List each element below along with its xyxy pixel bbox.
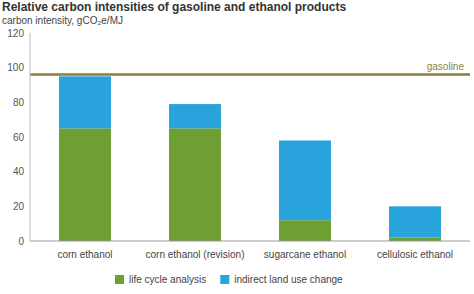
y-tick-label: 0 <box>18 236 24 247</box>
x-tick-label: corn ethanol <box>57 249 112 260</box>
y-tick-label: 100 <box>7 62 24 73</box>
legend-label: indirect land use change <box>234 274 343 285</box>
y-axis <box>30 33 31 241</box>
bar <box>389 206 441 237</box>
y-tick-label: 80 <box>13 97 25 108</box>
bar <box>279 220 331 241</box>
plot-area <box>30 75 470 241</box>
legend-swatch <box>220 275 229 284</box>
bar <box>169 104 221 128</box>
x-axis <box>30 241 470 242</box>
legend-label: life cycle analysis <box>129 274 206 285</box>
bar <box>169 128 221 241</box>
x-tick-label: corn ethanol (revision) <box>146 249 245 260</box>
y-tick-label: 40 <box>13 166 25 177</box>
legend-swatch <box>115 275 124 284</box>
chart: Relative carbon intensities of gasoline … <box>0 0 474 294</box>
bar <box>389 238 441 241</box>
y-tick-label: 60 <box>13 132 25 143</box>
reference-line <box>30 73 470 76</box>
title: Relative carbon intensities of gasoline … <box>2 0 346 14</box>
x-tick-label: sugarcane ethanol <box>264 249 346 260</box>
bar <box>59 76 111 128</box>
y-tick-label: 120 <box>7 28 24 39</box>
subtitle: carbon intensity, gCO₂e/MJ <box>2 15 123 26</box>
bar <box>59 128 111 241</box>
bar <box>279 140 331 220</box>
y-tick-label: 20 <box>13 201 25 212</box>
line-label: gasoline <box>427 61 465 72</box>
x-tick-label: cellulosic ethanol <box>377 249 453 260</box>
